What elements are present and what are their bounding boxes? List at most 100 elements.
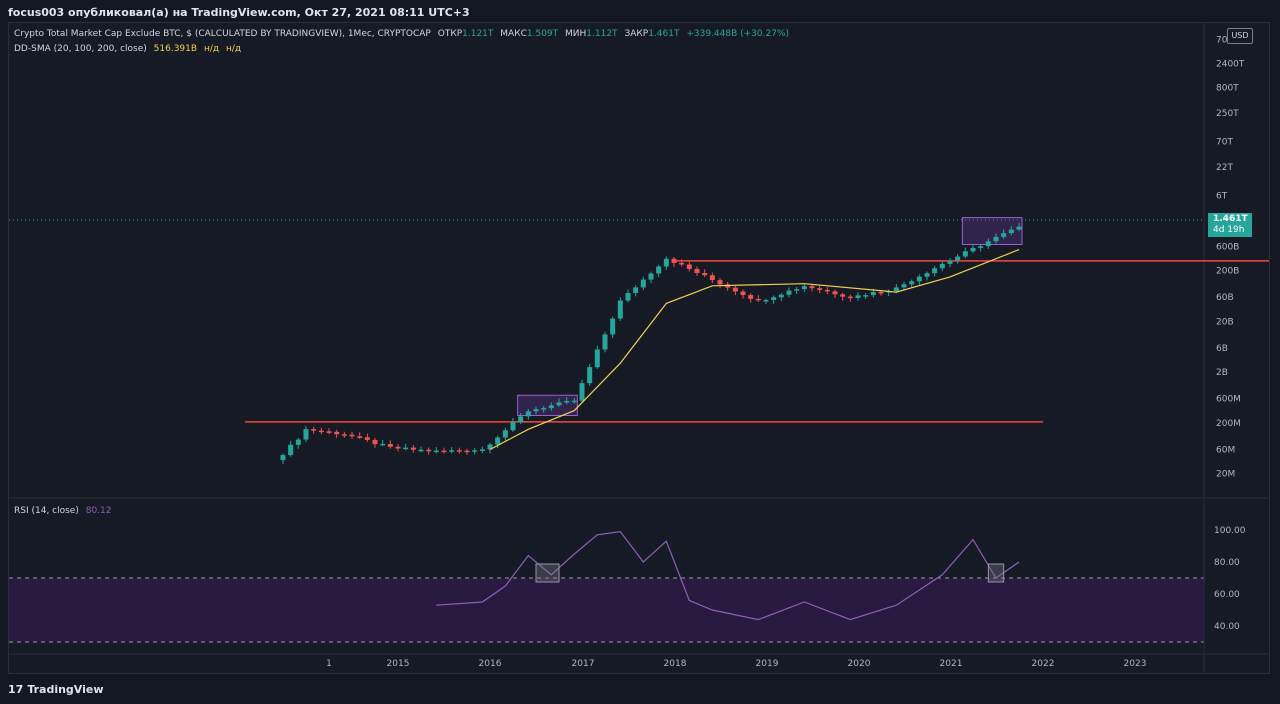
time-tick-1: 2015 xyxy=(387,659,410,669)
candle-body-69 xyxy=(809,286,815,289)
candle-body-57 xyxy=(717,280,723,285)
candle-body-44 xyxy=(617,300,623,319)
candle-body-27 xyxy=(487,444,493,450)
candle-body-73 xyxy=(840,294,846,297)
tradingview-logo-mark: 17 xyxy=(8,683,24,696)
time-tick-2: 2016 xyxy=(479,659,502,669)
currency-button[interactable]: USD xyxy=(1227,28,1253,44)
tradingview-logo[interactable]: 17 TradingView xyxy=(8,683,104,696)
sma-na-2: н/д xyxy=(225,44,242,54)
candle-body-65 xyxy=(778,294,784,298)
price-pane xyxy=(245,217,1269,465)
main-legend: Crypto Total Market Cap Exclude BTC, $ (… xyxy=(14,29,793,39)
candle-body-32 xyxy=(525,411,531,417)
time-tick-6: 2020 xyxy=(848,659,871,669)
candle-body-88 xyxy=(955,256,961,261)
time-tick-9: 2023 xyxy=(1124,659,1147,669)
candle-body-40 xyxy=(587,367,593,384)
candle-body-20 xyxy=(433,450,439,453)
candle-body-96 xyxy=(1016,226,1022,230)
legend-close: 1.461T xyxy=(648,29,680,39)
candle-body-6 xyxy=(326,431,332,433)
time-tick-0: 1 xyxy=(326,659,332,669)
legend-change: +339.448B (+30.27%) xyxy=(686,29,790,39)
candle-body-10 xyxy=(357,436,363,438)
candle-body-56 xyxy=(709,275,715,281)
candle-body-46 xyxy=(633,287,639,294)
candle-body-39 xyxy=(579,383,585,401)
price-tick-5: 22T xyxy=(1216,163,1233,173)
candle-body-26 xyxy=(479,449,485,451)
candle-body-74 xyxy=(847,296,853,299)
sma-na-1: н/д xyxy=(203,44,220,54)
sma-line xyxy=(489,249,1020,451)
rsi-legend: RSI (14, close) 80.12 xyxy=(14,506,116,516)
footer: 17 TradingView xyxy=(0,680,1280,704)
publisher-bar: focus003 опубликовал(а) на TradingView.c… xyxy=(0,0,1280,24)
rsi-highlight-box-1 xyxy=(987,563,1005,583)
candle-body-81 xyxy=(901,284,907,288)
price-tick-14: 600M xyxy=(1216,395,1241,405)
candle-body-13 xyxy=(380,443,386,446)
price-tick-11: 20B xyxy=(1216,317,1234,327)
candle-body-35 xyxy=(548,405,554,409)
price-tick-15: 200M xyxy=(1216,419,1241,429)
legend-title: Crypto Total Market Cap Exclude BTC, $ (… xyxy=(14,29,431,39)
candle-body-36 xyxy=(556,402,562,406)
highlight-box-0 xyxy=(517,394,578,416)
legend-close-label: ЗАКР xyxy=(624,29,649,39)
rsi-tick-0: 100.00 xyxy=(1214,526,1246,536)
rsi-label: RSI (14, close) xyxy=(14,506,79,516)
price-tick-3: 250T xyxy=(1216,109,1239,119)
candle-body-45 xyxy=(625,293,631,301)
candle-body-47 xyxy=(640,279,646,288)
time-tick-3: 2017 xyxy=(572,659,595,669)
candle-body-3 xyxy=(303,429,309,440)
candle-body-18 xyxy=(418,449,424,452)
candle-body-71 xyxy=(824,289,830,292)
candle-body-7 xyxy=(334,431,340,435)
candle-body-37 xyxy=(564,400,570,403)
candle-body-77 xyxy=(870,292,876,296)
candle-body-68 xyxy=(801,286,807,290)
candle-body-95 xyxy=(1008,229,1014,234)
candle-body-15 xyxy=(395,446,401,449)
candle-body-33 xyxy=(533,409,539,412)
legend-open: 1.121T xyxy=(462,29,494,39)
legend-low: 1.112T xyxy=(586,29,618,39)
rsi-tick-1: 80.00 xyxy=(1214,558,1240,568)
candle-body-82 xyxy=(909,281,915,285)
candle-body-86 xyxy=(939,263,945,269)
candle-body-2 xyxy=(295,439,301,445)
candle-body-19 xyxy=(426,449,432,452)
candle-body-70 xyxy=(817,288,823,290)
time-tick-4: 2018 xyxy=(664,659,687,669)
price-tick-10: 60B xyxy=(1216,293,1234,303)
candle-body-92 xyxy=(985,241,991,247)
candle-body-17 xyxy=(410,447,416,450)
price-tick-12: 6B xyxy=(1216,344,1228,354)
candle-body-84 xyxy=(924,273,930,277)
candle-body-34 xyxy=(541,408,547,410)
candle-body-93 xyxy=(993,236,999,242)
candle-body-11 xyxy=(364,437,370,440)
candle-body-75 xyxy=(855,295,861,299)
candle-body-21 xyxy=(441,450,447,453)
candle-body-5 xyxy=(318,430,324,433)
candle-body-0 xyxy=(280,455,286,461)
candle-body-94 xyxy=(1001,233,1007,237)
legend-open-label: ОТКР xyxy=(437,29,463,39)
price-badge: 1.461T 4d 19h xyxy=(1208,213,1252,237)
price-tick-4: 70T xyxy=(1216,137,1233,147)
price-tick-9: 200B xyxy=(1216,267,1239,277)
legend-low-label: МИН xyxy=(565,29,587,39)
legend-high: 1.509T xyxy=(526,29,559,39)
rsi-band-fill xyxy=(9,578,1204,642)
publisher-line: focus003 опубликовал(а) на TradingView.c… xyxy=(8,6,470,19)
candle-body-64 xyxy=(771,297,777,301)
price-tick-16: 60M xyxy=(1216,445,1235,455)
rsi-value: 80.12 xyxy=(85,506,112,516)
chart-frame[interactable] xyxy=(8,22,1270,674)
candle-body-42 xyxy=(602,334,608,350)
